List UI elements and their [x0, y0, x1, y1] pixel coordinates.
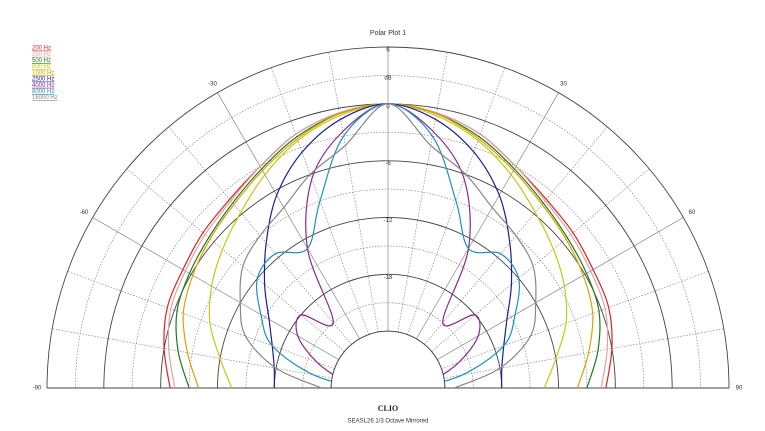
grid-circle — [273, 273, 503, 389]
legend-entry: 250 Hz — [32, 52, 51, 58]
legend-entry: 2500 Hz — [32, 77, 54, 83]
theta-tick-label: 30 — [560, 82, 567, 88]
legend-entry: 16000 Hz — [32, 95, 58, 101]
legend-entry: 1000 Hz — [32, 70, 54, 76]
minor-grid-circle — [131, 132, 645, 389]
radial-grid-line — [328, 52, 379, 333]
theta-tick-label: 90 — [736, 386, 743, 392]
r-tick-label: -18 — [384, 275, 393, 281]
legend-entry: 500 Hz — [32, 58, 51, 64]
theta-tick-label: -90 — [33, 386, 42, 392]
legend-entry: 4000 Hz — [32, 83, 54, 89]
grid-circle — [160, 160, 616, 389]
r-tick-label: 6 — [386, 48, 390, 54]
radial-grid-line — [441, 271, 709, 369]
theta-tick-label: 60 — [689, 210, 696, 216]
radial-grid-line — [217, 92, 360, 339]
logo: CLIO — [378, 404, 398, 413]
radial-grid-line — [397, 52, 448, 333]
radial-grid-line — [126, 168, 345, 352]
grid-circle — [46, 46, 730, 389]
response-curve — [239, 103, 537, 389]
legend-entry: 800 Hz — [32, 64, 51, 70]
center-hole — [330, 330, 446, 389]
subtitle: SEASL26 1/3 Octave Mirrored — [348, 419, 429, 425]
chart-title: Polar Plot 1 — [370, 30, 406, 37]
r-tick-label: 0 — [386, 104, 390, 110]
grid-circle — [217, 217, 559, 389]
legend-entry: 8000 Hz — [32, 89, 54, 95]
radial-grid-line — [431, 168, 650, 352]
r-tick-label: -6 — [385, 161, 391, 167]
radial-grid-line — [416, 92, 559, 339]
theta-tick-label: -60 — [80, 210, 89, 216]
theta-tick-label: -30 — [208, 82, 217, 88]
legend-entry: 200 Hz — [32, 46, 51, 52]
radial-grid-line — [443, 328, 724, 379]
radial-grid-line — [67, 271, 335, 369]
minor-grid-circle — [75, 75, 701, 389]
radial-grid-line — [52, 328, 333, 379]
minor-grid-circle — [302, 302, 474, 389]
r-tick-label: -12 — [384, 218, 393, 224]
